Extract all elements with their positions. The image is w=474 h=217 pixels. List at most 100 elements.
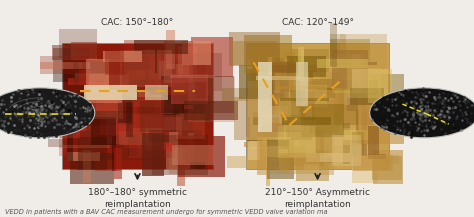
Bar — [268, 57, 272, 75]
Bar — [40, 62, 90, 69]
Bar — [155, 49, 157, 73]
Bar — [306, 153, 350, 162]
Bar — [321, 92, 361, 137]
Bar — [48, 139, 78, 147]
Bar — [114, 133, 166, 141]
Text: 180°–180° symmetric
reimplantation: 180°–180° symmetric reimplantation — [88, 188, 187, 209]
Bar — [310, 79, 335, 98]
Bar — [59, 29, 97, 58]
Bar — [184, 101, 238, 120]
Bar — [296, 100, 315, 106]
Bar — [173, 145, 214, 165]
Bar — [153, 135, 208, 175]
Bar — [96, 81, 104, 109]
Bar — [112, 73, 116, 117]
Bar — [304, 164, 319, 170]
Bar — [140, 98, 186, 130]
Text: CAC: 150°–180°: CAC: 150°–180° — [101, 18, 173, 27]
Bar — [368, 126, 379, 155]
Bar — [71, 53, 85, 55]
Bar — [343, 123, 350, 164]
Bar — [347, 68, 381, 98]
Bar — [317, 59, 368, 67]
Bar — [284, 59, 290, 98]
Bar — [114, 148, 122, 179]
Bar — [110, 91, 162, 97]
Bar — [73, 57, 80, 99]
Bar — [176, 114, 205, 139]
Bar — [195, 82, 207, 98]
Bar — [114, 84, 122, 122]
Bar — [109, 57, 159, 90]
Bar — [250, 62, 256, 89]
Bar — [274, 73, 299, 115]
Bar — [265, 151, 270, 186]
Bar — [352, 69, 388, 94]
Bar — [344, 77, 374, 105]
Text: VEDD in patients with a BAV CAC measurement undergo for symmetric VEDD valve var: VEDD in patients with a BAV CAC measurem… — [5, 209, 327, 215]
Bar — [71, 43, 97, 60]
Bar — [352, 54, 360, 82]
Bar — [95, 160, 120, 171]
Bar — [89, 96, 123, 119]
Bar — [285, 130, 324, 166]
Bar — [291, 49, 329, 72]
Bar — [383, 99, 390, 125]
Bar — [256, 63, 300, 90]
Bar — [116, 79, 138, 102]
Bar — [330, 39, 370, 61]
Bar — [100, 96, 137, 135]
Bar — [294, 58, 320, 81]
Bar — [134, 40, 188, 54]
Bar — [191, 59, 208, 103]
Bar — [235, 97, 284, 140]
Bar — [85, 86, 134, 125]
Bar — [312, 79, 347, 112]
Bar — [83, 150, 91, 183]
Bar — [188, 77, 235, 122]
Bar — [106, 112, 128, 144]
Bar — [305, 72, 343, 111]
Bar — [282, 117, 330, 125]
Bar — [352, 136, 376, 168]
Bar — [262, 140, 292, 157]
Bar — [301, 50, 304, 64]
Bar — [340, 34, 386, 77]
Bar — [366, 78, 375, 109]
Bar — [258, 62, 297, 72]
Bar — [47, 97, 83, 102]
Bar — [177, 148, 185, 186]
Bar — [59, 145, 110, 148]
Bar — [222, 88, 274, 100]
Bar — [330, 23, 337, 67]
Bar — [302, 99, 305, 107]
Bar — [312, 100, 345, 121]
Bar — [332, 128, 356, 145]
Text: CAC: 120°–149°: CAC: 120°–149° — [282, 18, 354, 27]
Bar — [301, 114, 316, 139]
Bar — [190, 162, 205, 169]
Bar — [247, 143, 260, 160]
Bar — [164, 64, 189, 93]
Bar — [322, 158, 333, 163]
Bar — [84, 85, 137, 100]
Bar — [280, 99, 291, 123]
Bar — [373, 156, 402, 179]
Bar — [82, 60, 136, 83]
Bar — [339, 80, 358, 111]
Bar — [89, 74, 129, 92]
Bar — [76, 126, 109, 135]
Bar — [117, 104, 131, 131]
Bar — [247, 59, 253, 69]
Bar — [145, 117, 182, 150]
Bar — [260, 51, 294, 71]
Bar — [182, 41, 210, 65]
Bar — [140, 101, 183, 132]
Bar — [64, 61, 106, 105]
Bar — [278, 126, 315, 158]
Bar — [190, 65, 206, 82]
Bar — [146, 49, 161, 88]
Bar — [169, 132, 178, 174]
Bar — [310, 122, 339, 133]
Bar — [142, 133, 164, 176]
